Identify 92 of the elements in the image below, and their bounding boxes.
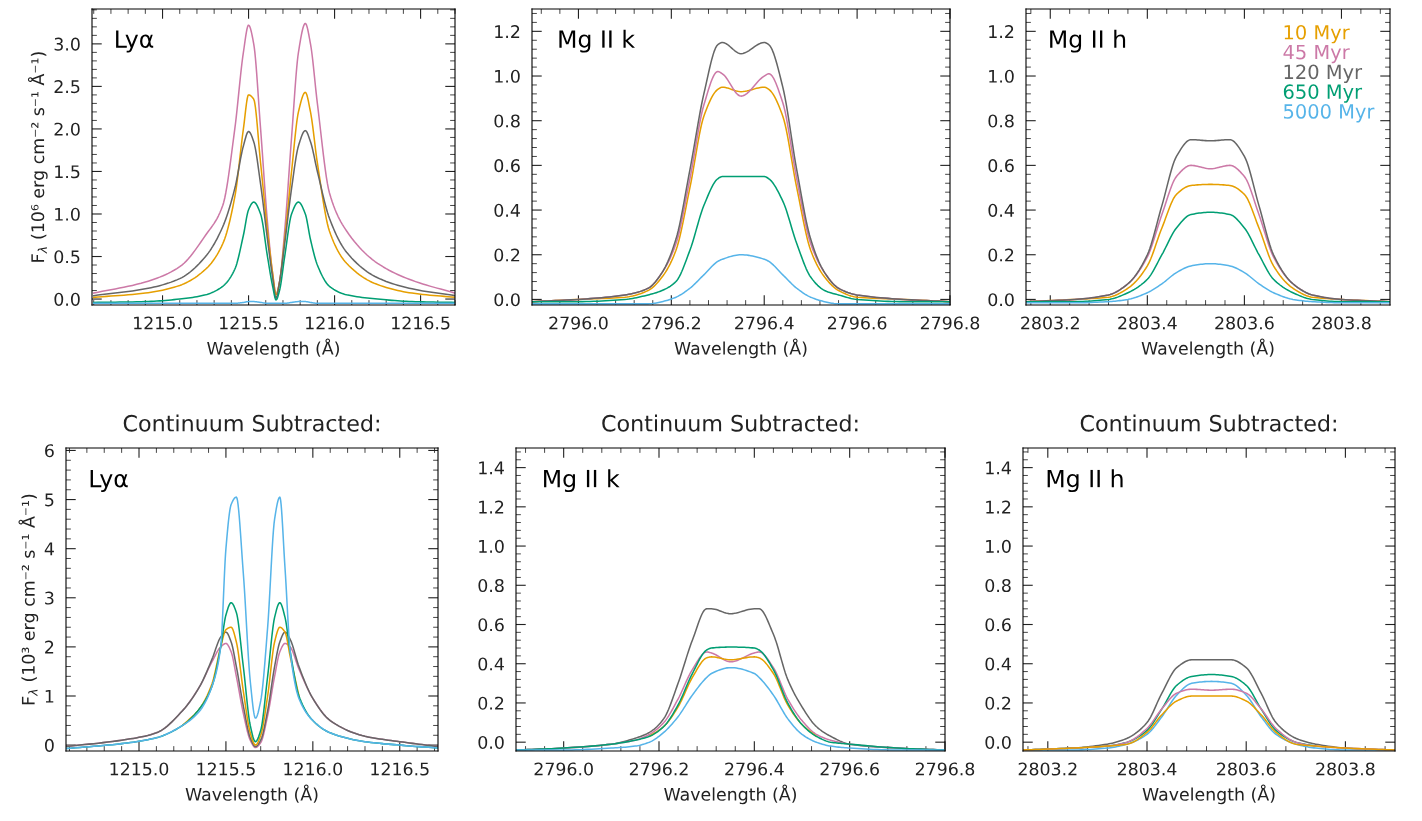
x-tick-label: 1216.0 [284, 762, 343, 776]
x-tick-label: 2796.6 [828, 316, 887, 330]
y-tick-label: 5 [45, 493, 54, 507]
y-tick-label: 0 [44, 738, 54, 752]
x-axis-title: Wavelength (Å) [185, 784, 318, 805]
annotation: Mg II h [1047, 469, 1123, 493]
y-tick-label: 1 [45, 689, 54, 703]
x-tick-label: 2796.2 [629, 762, 688, 776]
y-tick-label: 4 [44, 542, 54, 556]
y-tick-label: 1.4 [986, 461, 1011, 475]
x-axis-title: Wavelength (Å) [1142, 784, 1275, 805]
x-tick-label: 2803.6 [1217, 762, 1276, 776]
y-tick-label: 0.8 [988, 114, 1014, 128]
chart-title: Continuum Subtracted: [123, 414, 379, 432]
x-tick-label: 2803.6 [1215, 316, 1274, 330]
y-tick-label: 0.2 [985, 696, 1011, 710]
y-tick-label: 0.8 [478, 578, 504, 593]
y-tick-label: 1.2 [986, 500, 1011, 514]
text: 5000 Myr [1284, 104, 1375, 123]
y-tick-label: 0.6 [985, 618, 1011, 632]
y-tick-label: 1.2 [495, 25, 520, 38]
x-tick-label: 2796.4 [725, 762, 784, 776]
x-axis-title: Wavelength (Å) [664, 784, 796, 805]
x-tick-label: 2803.2 [1021, 316, 1079, 330]
y-tick-label: 2 [45, 640, 54, 654]
y-tick-label: 0.2 [494, 248, 520, 262]
annotation: Mg II h [1050, 29, 1126, 53]
y-tick-label: 0.8 [494, 114, 520, 128]
text: 650 Myr [1283, 84, 1363, 103]
x-tick-label: 1215.0 [110, 762, 169, 776]
y-tick-label: 1.0 [479, 539, 504, 553]
y-tick-label: 0.4 [988, 203, 1014, 217]
y-tick-label: 0.0 [478, 735, 504, 750]
x-tick-label: 1216.0 [306, 316, 364, 330]
y-axis-title: F$_{λ}$ (10³ erg cm⁻² s⁻¹ Å⁻¹) [18, 494, 39, 705]
y-tick-label: 0.4 [478, 657, 504, 671]
y-tick-label: 2.0 [54, 122, 80, 136]
y-tick-label: 1.0 [495, 69, 520, 83]
y-tick-label: 0.0 [985, 735, 1011, 750]
y-tick-label: 3.0 [54, 37, 80, 51]
chart-title: Continuum Subtracted: [1080, 414, 1336, 432]
y-tick-label: 1.0 [989, 69, 1014, 83]
x-tick-label: 2796.8 [920, 316, 980, 330]
y-tick-label: 0.5 [54, 250, 80, 264]
y-tick-label: 1.2 [479, 500, 504, 514]
x-tick-label: 2796.0 [549, 316, 608, 330]
x-tick-label: 2796.8 [915, 762, 975, 776]
y-tick-label: 1.5 [55, 165, 80, 179]
x-tick-label: 2796.6 [820, 762, 879, 776]
x-tick-label: 2803.8 [1316, 762, 1375, 776]
y-tick-label: 1.0 [55, 207, 80, 221]
x-tick-label: 2803.4 [1117, 762, 1177, 776]
y-axis-title: F$_{λ}$ (10⁶ erg cm⁻² s⁻¹ Å⁻¹) [27, 52, 48, 262]
x-axis-title: Wavelength (Å) [1141, 338, 1274, 359]
x-tick-label: 1215.5 [220, 316, 278, 330]
x-tick-label: 1216.5 [371, 762, 429, 776]
annotation: Lyα [116, 30, 154, 53]
annotation: Lyα [90, 469, 128, 493]
y-tick-label: 1.2 [989, 25, 1014, 38]
y-tick-label: 0.2 [478, 696, 504, 710]
x-tick-label: 1215.5 [197, 762, 255, 776]
y-tick-label: 0.6 [988, 159, 1014, 173]
x-tick-label: 1216.5 [392, 316, 450, 330]
y-tick-label: 0.0 [54, 292, 80, 306]
y-tick-label: 0.0 [494, 293, 520, 307]
text: 45 Myr [1283, 44, 1350, 64]
x-axis-title: Wavelength (Å) [674, 338, 807, 359]
y-tick-label: 0.6 [494, 159, 520, 173]
annotation: Mg II k [544, 469, 620, 493]
x-tick-label: 2803.4 [1118, 316, 1177, 330]
y-tick-label: 2.5 [54, 80, 80, 94]
x-axis-title: Wavelength (Å) [207, 338, 339, 359]
y-tick-label: 3 [45, 591, 54, 605]
y-tick-label: 6 [45, 444, 54, 458]
x-tick-label: 1215.0 [134, 316, 192, 330]
x-tick-label: 2796.0 [534, 762, 593, 776]
y-tick-label: 1.4 [479, 461, 504, 475]
y-tick-label: 0.4 [985, 657, 1011, 671]
text: 120 Myr [1284, 64, 1363, 83]
x-tick-label: 2796.2 [642, 316, 700, 330]
annotation: Mg II k [559, 29, 635, 53]
text: 10 Myr [1284, 24, 1350, 44]
x-tick-label: 2803.2 [1018, 762, 1077, 776]
y-tick-label: 0.0 [988, 293, 1014, 307]
y-tick-label: 0.4 [494, 203, 520, 217]
y-tick-label: 0.8 [985, 578, 1011, 593]
y-tick-label: 0.6 [478, 618, 504, 632]
x-tick-label: 2803.8 [1312, 316, 1371, 330]
chart-title: Continuum Subtracted: [602, 414, 858, 432]
y-tick-label: 1.0 [986, 539, 1011, 553]
y-tick-label: 0.2 [988, 248, 1014, 262]
x-tick-label: 2796.4 [735, 316, 794, 330]
